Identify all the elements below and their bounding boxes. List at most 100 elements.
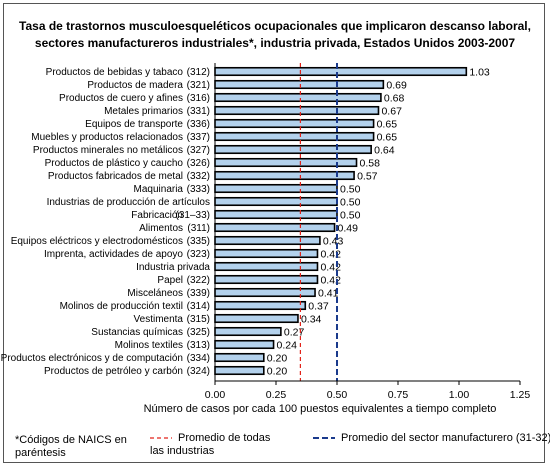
footnote: *Códigos de NAICS en — [15, 434, 127, 446]
bar — [214, 79, 385, 90]
legend-label: Promedio de todas — [178, 432, 271, 444]
category-label: Industrias de producción de artículos — [47, 197, 210, 208]
category-code: (326) — [187, 158, 210, 169]
category-label: Productos minerales no metálicos — [33, 145, 183, 156]
category-label: Misceláneos — [127, 288, 183, 299]
bar — [214, 209, 338, 220]
category-label: Fabricación — [131, 210, 183, 221]
value-label: 0.42 — [320, 275, 341, 287]
bar — [214, 235, 321, 246]
value-label: 0.41 — [318, 288, 339, 300]
category-code: (337) — [187, 132, 210, 143]
footnote: paréntesis — [15, 447, 66, 459]
bar — [214, 339, 275, 350]
category-label: Maquinaria — [134, 184, 184, 195]
value-label: 0.34 — [301, 314, 322, 326]
category-label: Molinos de producción textil — [60, 301, 183, 312]
x-tick-label: 0.25 — [266, 389, 287, 401]
value-label: 0.69 — [386, 80, 407, 92]
bar — [214, 313, 299, 324]
x-tick-label: 1.25 — [510, 389, 531, 401]
category-code: (339) — [187, 288, 210, 299]
value-label: 1.03 — [469, 67, 490, 79]
category-label: Equipos de transporte — [85, 119, 183, 130]
category-label: Productos de madera — [87, 80, 183, 91]
category-label: Equipos eléctricos y electrodomésticos — [11, 236, 183, 247]
value-label: 0.65 — [377, 132, 398, 144]
bar — [214, 170, 355, 181]
chart-frame — [3, 3, 545, 463]
value-label: 0.65 — [377, 119, 398, 131]
x-tick-label: 1.00 — [449, 389, 470, 401]
bar — [214, 105, 380, 116]
bar — [214, 118, 375, 129]
category-code: (333) — [187, 184, 210, 195]
value-label: 0.50 — [340, 197, 361, 209]
category-code: (323) — [187, 249, 210, 260]
bar — [214, 183, 338, 194]
value-label: 0.67 — [381, 106, 402, 118]
category-label: Molinos textiles — [115, 340, 183, 351]
bar — [214, 66, 468, 77]
bar — [214, 157, 358, 168]
category-label: Productos de petróleo y carbón — [44, 366, 183, 377]
bar — [214, 326, 282, 337]
category-code: (335) — [187, 236, 210, 247]
bar — [214, 144, 372, 155]
value-label: 0.57 — [357, 171, 378, 183]
category-label: Productos de bebidas y tabaco — [46, 67, 184, 78]
category-code: (315) — [187, 314, 210, 325]
category-label: Muebles y productos relacionados — [31, 132, 183, 143]
category-code: (321) — [187, 80, 210, 91]
x-tick-label: 0.00 — [205, 389, 226, 401]
bar — [214, 274, 319, 285]
x-tick-label: 0.50 — [327, 389, 348, 401]
bar — [214, 92, 382, 103]
bar — [214, 131, 375, 142]
value-label: 0.58 — [360, 158, 381, 170]
value-label: 0.42 — [320, 262, 341, 274]
category-code: (312) — [187, 67, 210, 78]
category-code: (332) — [187, 171, 210, 182]
bar — [214, 365, 265, 376]
legend-label: Promedio del sector manufacturero (31-32… — [341, 432, 550, 444]
x-axis-label: Número de casos por cada 100 puestos equ… — [144, 403, 497, 415]
category-label: Alimentos — [139, 223, 183, 234]
value-label: 0.27 — [284, 327, 305, 339]
category-code: (325) — [187, 327, 210, 338]
value-label: 0.20 — [267, 353, 288, 365]
value-label: 0.42 — [320, 249, 341, 261]
category-label: Sustancias químicas — [91, 327, 183, 338]
bar — [214, 222, 336, 233]
category-label: Productos fabricados de metal — [48, 171, 183, 182]
value-label: 0.24 — [277, 340, 298, 352]
category-label: Productos de cuero y afines — [59, 93, 183, 104]
value-label: 0.64 — [374, 145, 395, 157]
x-tick-label: 0.75 — [388, 389, 409, 401]
category-code: (331) — [187, 106, 210, 117]
bar — [214, 352, 265, 363]
bar — [214, 261, 319, 272]
category-code: (316) — [187, 93, 210, 104]
bar — [214, 248, 319, 259]
category-label: Papel — [157, 275, 183, 286]
value-label: 0.43 — [323, 236, 344, 248]
category-code: (327) — [187, 145, 210, 156]
value-label: 0.37 — [308, 301, 329, 313]
bar — [214, 196, 338, 207]
category-label: Metales primarios — [104, 106, 183, 117]
value-label: 0.20 — [267, 366, 288, 378]
category-label: Vestimenta — [134, 314, 184, 325]
value-label: 0.50 — [340, 210, 361, 222]
category-code: (31–33) — [176, 210, 210, 221]
category-code: (313) — [187, 340, 210, 351]
category-code: (311) — [187, 223, 210, 234]
chart-title: Tasa de trastornos musculoesqueléticos o… — [19, 19, 531, 33]
value-label: 0.68 — [384, 93, 405, 105]
category-code: (324) — [187, 366, 210, 377]
category-code: (334) — [187, 353, 210, 364]
category-code: (322) — [187, 275, 210, 286]
category-label: Productos electrónicos y de computación — [1, 353, 183, 364]
category-label: Imprenta, actividades de apoyo — [44, 249, 183, 260]
